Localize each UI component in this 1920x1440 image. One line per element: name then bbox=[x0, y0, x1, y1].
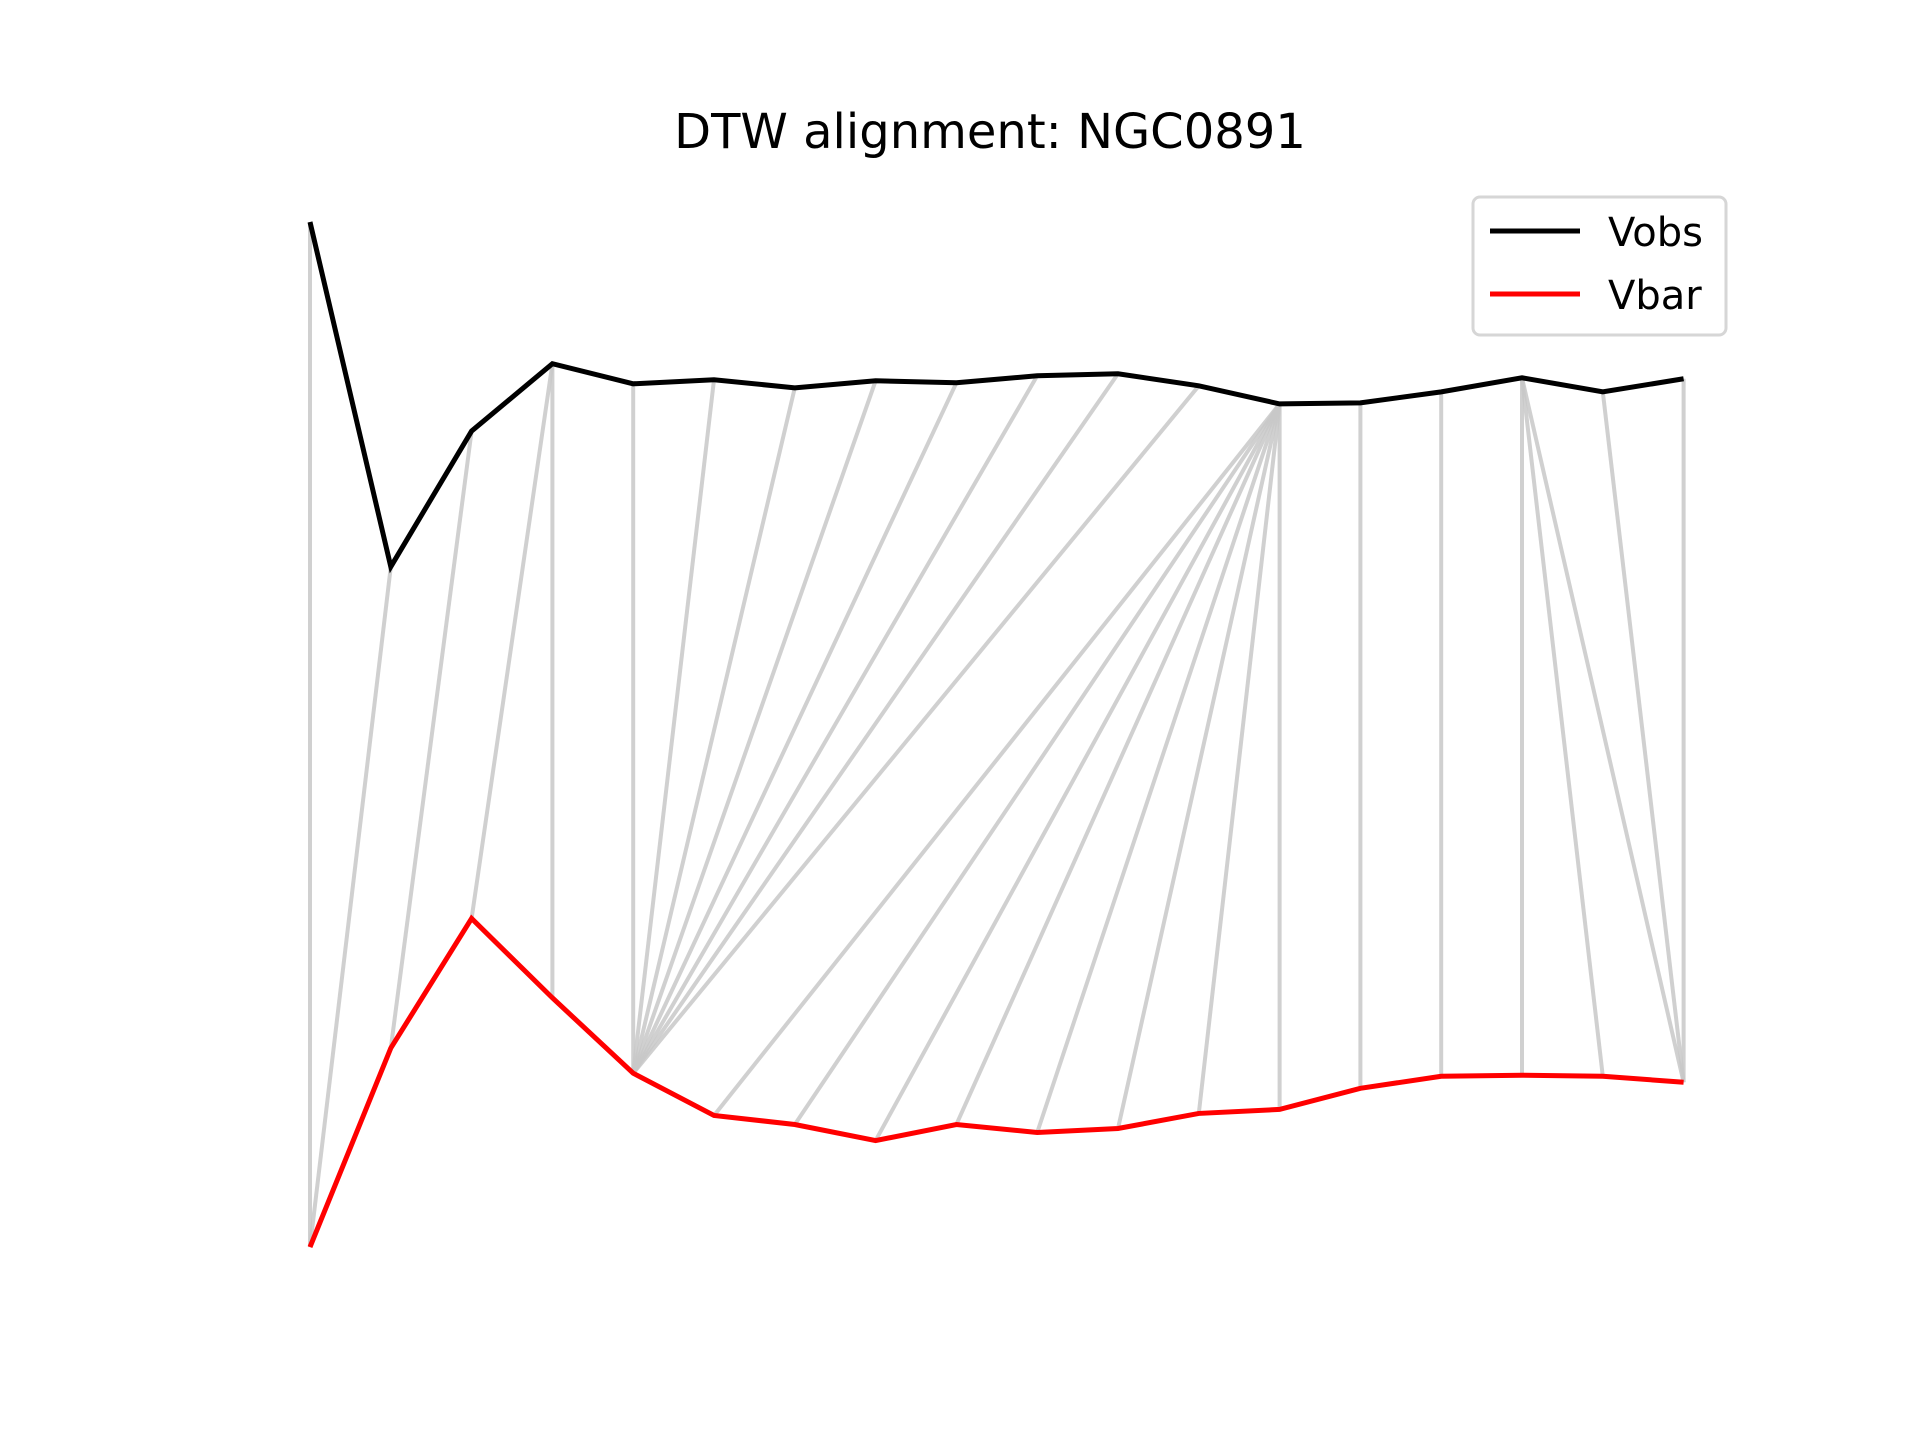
alignment-line bbox=[1196, 403, 1282, 1114]
alignment-line bbox=[388, 430, 474, 1049]
alignment-line bbox=[1520, 377, 1605, 1077]
alignment-line bbox=[631, 374, 1039, 1075]
alignment-line bbox=[631, 387, 797, 1074]
alignment-line bbox=[1116, 403, 1282, 1129]
alignment-line bbox=[1520, 377, 1686, 1083]
alignment-line bbox=[1600, 391, 1686, 1083]
series-line-vobs bbox=[307, 221, 1684, 574]
legend-label-vobs: Vobs bbox=[1608, 210, 1703, 256]
alignment-line bbox=[631, 379, 716, 1074]
alignment-line bbox=[469, 363, 555, 919]
legend: Vobs Vbar bbox=[1471, 195, 1728, 337]
alignment-line bbox=[873, 402, 1282, 1142]
alignment-line bbox=[793, 402, 1282, 1126]
alignment-line bbox=[631, 380, 878, 1074]
chart-title: DTW alignment: NGC0891 bbox=[674, 104, 1306, 160]
alignment-line bbox=[631, 381, 959, 1075]
series-line-vbar bbox=[307, 914, 1684, 1249]
alignment-line bbox=[631, 384, 1201, 1075]
alignment-line bbox=[1035, 403, 1282, 1134]
series-lines bbox=[307, 221, 1684, 1249]
alignment-lines bbox=[308, 222, 1686, 1248]
legend-label-vbar: Vbar bbox=[1608, 273, 1702, 319]
alignment-line bbox=[308, 566, 393, 1248]
alignment-line bbox=[712, 402, 1282, 1117]
alignment-line bbox=[631, 372, 1120, 1075]
alignment-line bbox=[954, 403, 1282, 1126]
